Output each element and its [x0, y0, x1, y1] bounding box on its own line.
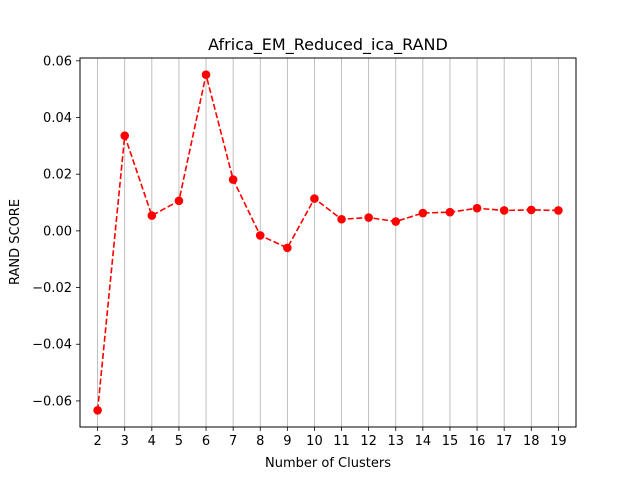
x-tick-label: 14 — [415, 434, 432, 449]
y-tick-label: 0.02 — [43, 168, 72, 183]
data-point — [526, 205, 536, 215]
data-point — [93, 405, 102, 415]
y-tick-label: −0.06 — [32, 394, 72, 409]
x-tick-label: 7 — [229, 434, 237, 449]
data-point — [391, 217, 401, 226]
x-axis-label: Number of Clusters — [265, 456, 391, 471]
chart-title: Africa_EM_Reduced_ica_RAND — [208, 35, 448, 55]
x-tick-label: 13 — [387, 434, 404, 449]
x-tick-label: 2 — [93, 434, 101, 449]
y-tick-label: −0.02 — [32, 281, 72, 296]
data-point — [201, 70, 211, 80]
x-tick-label: 5 — [175, 434, 183, 449]
x-tick-label: 19 — [550, 434, 567, 449]
data-point — [364, 213, 373, 222]
x-tick-label: 4 — [148, 434, 156, 449]
y-tick-label: 0.00 — [43, 224, 72, 239]
data-point — [120, 131, 130, 140]
x-tick-label: 17 — [496, 434, 513, 449]
y-tick-label: 0.04 — [43, 111, 72, 126]
data-point — [310, 194, 319, 203]
x-tick-label: 6 — [202, 434, 210, 449]
data-point — [255, 231, 265, 240]
x-tick-label: 15 — [442, 434, 459, 449]
data-point — [228, 175, 238, 184]
x-tick-label: 16 — [469, 434, 486, 449]
y-tick-label: −0.04 — [32, 338, 72, 353]
data-point — [337, 214, 346, 224]
data-point — [283, 243, 292, 253]
grid-lines — [97, 58, 559, 427]
y-tick-label: 0.06 — [43, 54, 72, 69]
series-group — [93, 70, 563, 415]
data-point — [147, 211, 157, 220]
data-point — [445, 207, 455, 217]
x-tick-label: 18 — [523, 434, 540, 449]
x-tick-label: 11 — [333, 434, 350, 449]
data-point — [554, 206, 563, 215]
x-tick-label: 12 — [360, 434, 377, 449]
x-tick-label: 8 — [256, 434, 264, 449]
series-line — [96, 74, 559, 411]
x-tick-label: 10 — [306, 434, 323, 449]
data-point — [418, 208, 428, 218]
y-axis-ticks: 0.06 0.04 0.02 0.00 −0.02 −0.04 −0.06 — [32, 54, 80, 409]
plot-area-frame — [79, 57, 577, 428]
x-axis-ticks: 2 3 4 5 6 7 8 9 10 11 12 13 14 15 16 17 18 19 — [93, 427, 567, 449]
x-tick-label: 9 — [283, 434, 291, 449]
y-axis-label: RAND SCORE — [8, 199, 23, 285]
data-point — [499, 206, 509, 215]
data-point — [174, 196, 184, 206]
data-point — [472, 203, 482, 213]
x-tick-label: 3 — [121, 434, 129, 449]
